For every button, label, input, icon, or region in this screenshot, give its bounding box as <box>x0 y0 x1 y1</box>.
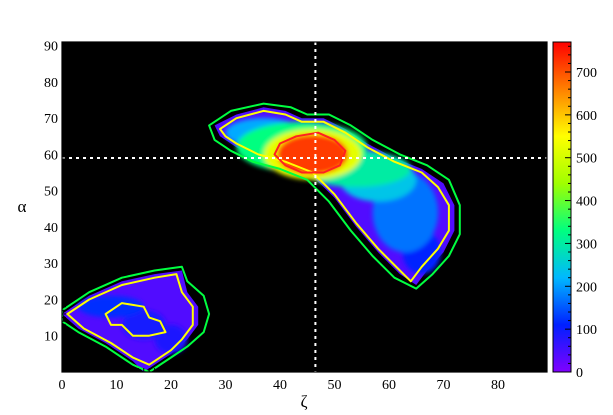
contour-20-0 <box>208 102 461 290</box>
colorbar-tick-label: 600 <box>576 109 597 124</box>
colorbar <box>552 41 572 373</box>
y-tick-label: 10 <box>44 330 58 345</box>
contour-50-1 <box>219 109 450 283</box>
x-tick-label: 40 <box>273 378 287 393</box>
y-tick-label: 50 <box>44 185 58 200</box>
colorbar-tick-label: 500 <box>576 152 597 167</box>
y-tick-label: 40 <box>44 221 58 236</box>
y-tick-label: 80 <box>44 76 58 91</box>
y-tick-label: 70 <box>44 112 58 127</box>
contour-20-3 <box>62 265 211 372</box>
density-blob-3 <box>78 295 144 318</box>
x-tick-label: 10 <box>109 378 123 393</box>
y-tick-label: 90 <box>44 40 58 55</box>
x-tick-label: 70 <box>436 378 450 393</box>
x-tick-label: 60 <box>382 378 396 393</box>
y-axis-title: α <box>18 197 27 216</box>
y-axis-ticks: 10 20 30 40 50 60 70 80 90 <box>44 40 547 373</box>
y-tick-label: 60 <box>44 148 58 163</box>
crosshair <box>62 42 547 372</box>
contour-600-2 <box>273 131 347 174</box>
x-tick-label: 50 <box>327 378 341 393</box>
density-blob-1 <box>121 310 166 340</box>
x-axis-ticks: 0 10 20 30 40 50 60 70 80 <box>59 42 548 393</box>
contour-50-5 <box>104 302 167 337</box>
x-axis-title: ζ <box>300 392 307 411</box>
colorbar-tick-label: 200 <box>576 280 597 295</box>
x-tick-label: 0 <box>59 378 66 393</box>
x-tick-label: 30 <box>218 378 232 393</box>
plot-frame <box>61 41 548 373</box>
x-tick-label: 80 <box>491 378 505 393</box>
x-tick-label: 20 <box>164 378 178 393</box>
contour-50-4 <box>66 273 194 366</box>
y-tick-label: 30 <box>44 257 58 272</box>
contour-lines <box>62 102 461 372</box>
colorbar-tick-label: 700 <box>576 66 597 81</box>
y-tick-label: 20 <box>44 293 58 308</box>
colorbar-ticks: 0 100 200 300 400 500 600 700 <box>565 45 597 381</box>
colorbar-tick-label: 300 <box>576 237 597 252</box>
density-blob-10 <box>277 134 349 175</box>
colorbar-tick-label: 100 <box>576 323 597 338</box>
colorbar-tick-label: 400 <box>576 195 597 210</box>
colorbar-tick-label: 0 <box>576 366 583 381</box>
